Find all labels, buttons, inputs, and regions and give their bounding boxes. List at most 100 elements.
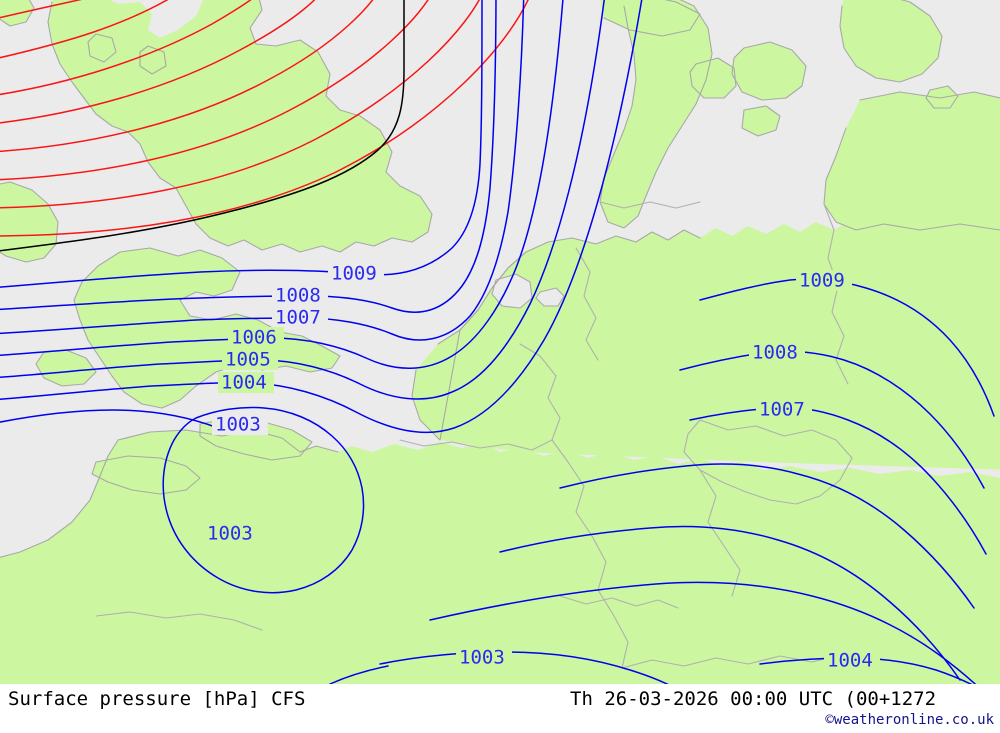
isobar-1003-south [379,651,669,684]
isobar-1003-trough [0,409,219,429]
isobar-label-1005-west: 1005 [225,349,271,371]
isobar-label-1004-bottom: 1004 [827,650,873,672]
label-halo [222,349,278,370]
coast-germany-north [603,0,701,37]
label-halo [824,650,880,671]
coast-benelux [411,229,701,441]
coast-baltic-north [859,91,1000,101]
land-danish-isle-small [742,106,780,136]
isobar-1007-east [689,406,987,555]
coast-sweden-south [839,0,943,83]
border-germany-belgium [519,343,561,441]
isobar-1008-east [679,350,985,489]
border-germany-poland [823,203,849,385]
label-halo [272,285,328,306]
border-germany-netherlands [575,247,599,361]
border-layer [95,201,853,669]
coast-france-atlantic [0,429,339,558]
land-baltic-coast [824,92,1000,230]
isobar-1008-main [0,0,497,313]
isobar-1009-main [0,0,483,288]
isobar-1010 [0,0,405,252]
coast-funen [689,57,737,99]
isobar-1005-main [0,0,605,400]
chart-valid-datetime: Th 26-03-2026 00:00 UTC (00+1272 [570,688,937,710]
border-france-germany [551,439,629,669]
label-halo [228,327,284,348]
isobar-label-1003-north: 1003 [215,414,261,436]
isobar-1015 [0,0,169,59]
land-funen [690,58,736,98]
isobar-1004-east [429,581,977,684]
coast-wales-england [73,247,341,409]
border-austria [699,469,741,597]
isobar-label-1004-west: 1004 [221,372,267,394]
isobar-1011b [0,0,429,181]
land-brittany [92,456,200,494]
coast-hebrides [0,0,35,27]
label-halo [456,647,512,668]
isobar-1014 [0,0,252,96]
land-denmark-jutland [600,0,712,228]
isobar-label-1007-west: 1007 [275,307,321,329]
isobar-1011 [0,0,480,209]
pressure-contour-map[interactable]: 1009 1008 1007 1006 1005 1004 1003 1003 … [0,0,1000,684]
chart-title: Surface pressure [hPa] CFS [8,688,306,710]
land-cornwall [36,350,96,386]
coastline-layer [0,0,1000,558]
isobar-label-layer: 1009 1008 1007 1006 1005 1004 1003 1003 … [204,263,880,672]
coast-lake-nl [535,287,565,307]
isobar-1009-east [699,278,995,417]
land-benelux [412,214,1000,470]
coast-bornholm [925,85,959,109]
chart-footer: Surface pressure [hPa] CFS Th 26-03-2026… [0,684,1000,733]
coast-isle-1 [87,33,117,63]
isobar-1003-branch [329,665,389,684]
coast-denmark [599,0,713,229]
land-island-small-2 [140,46,166,74]
isobar-1004-label-line [759,657,973,684]
label-halo [749,342,805,363]
isobar-label-1003-bottom: 1003 [459,647,505,669]
coast-ijsselmeer [491,273,533,309]
border-france-belgium [399,439,553,451]
label-halo [218,372,274,393]
isobar-group-low [0,0,995,684]
coast-zealand [731,41,807,101]
border-alps-italy [621,653,845,669]
land-zealand [732,42,806,100]
label-halo [272,307,328,328]
isobar-label-1009-west: 1009 [331,263,377,285]
isobar-1003-closed [162,406,365,594]
map-canvas: 1009 1008 1007 1006 1005 1004 1003 1003 … [0,0,1000,684]
coast-brittany [91,455,201,495]
land-sweden-south [840,0,942,82]
land-ireland [0,182,58,262]
isobar-1012 [0,0,374,153]
coast-scotland [47,0,433,253]
isobar-label-1006-west: 1006 [231,327,277,349]
isobar-label-1008-east: 1008 [752,342,798,364]
border-germany-denmark [599,201,701,209]
coast-isle-2 [139,45,167,75]
isobar-group-reference [0,0,405,252]
label-halo [212,414,268,435]
isobar-1006-main [0,0,564,369]
border-czech [683,419,853,505]
label-halo [796,270,852,291]
isobar-1005-east [499,525,961,681]
isobar-label-1009-east: 1009 [799,270,845,292]
isobar-label-1008-west: 1008 [275,285,321,307]
isobar-1006-east [559,463,975,609]
coast-danish-isle [741,105,781,137]
isobar-1007-main [0,0,525,341]
lake-small-nl [536,288,564,306]
isobar-group-high [0,0,529,237]
isobar-1016 [0,0,83,19]
border-france-spain [95,611,263,631]
isobar-label-1003-south: 1003 [207,523,253,545]
land-island-small-1 [88,34,116,62]
isobar-label-1007-east: 1007 [759,399,805,421]
coast-north-sea-nl [437,251,527,345]
